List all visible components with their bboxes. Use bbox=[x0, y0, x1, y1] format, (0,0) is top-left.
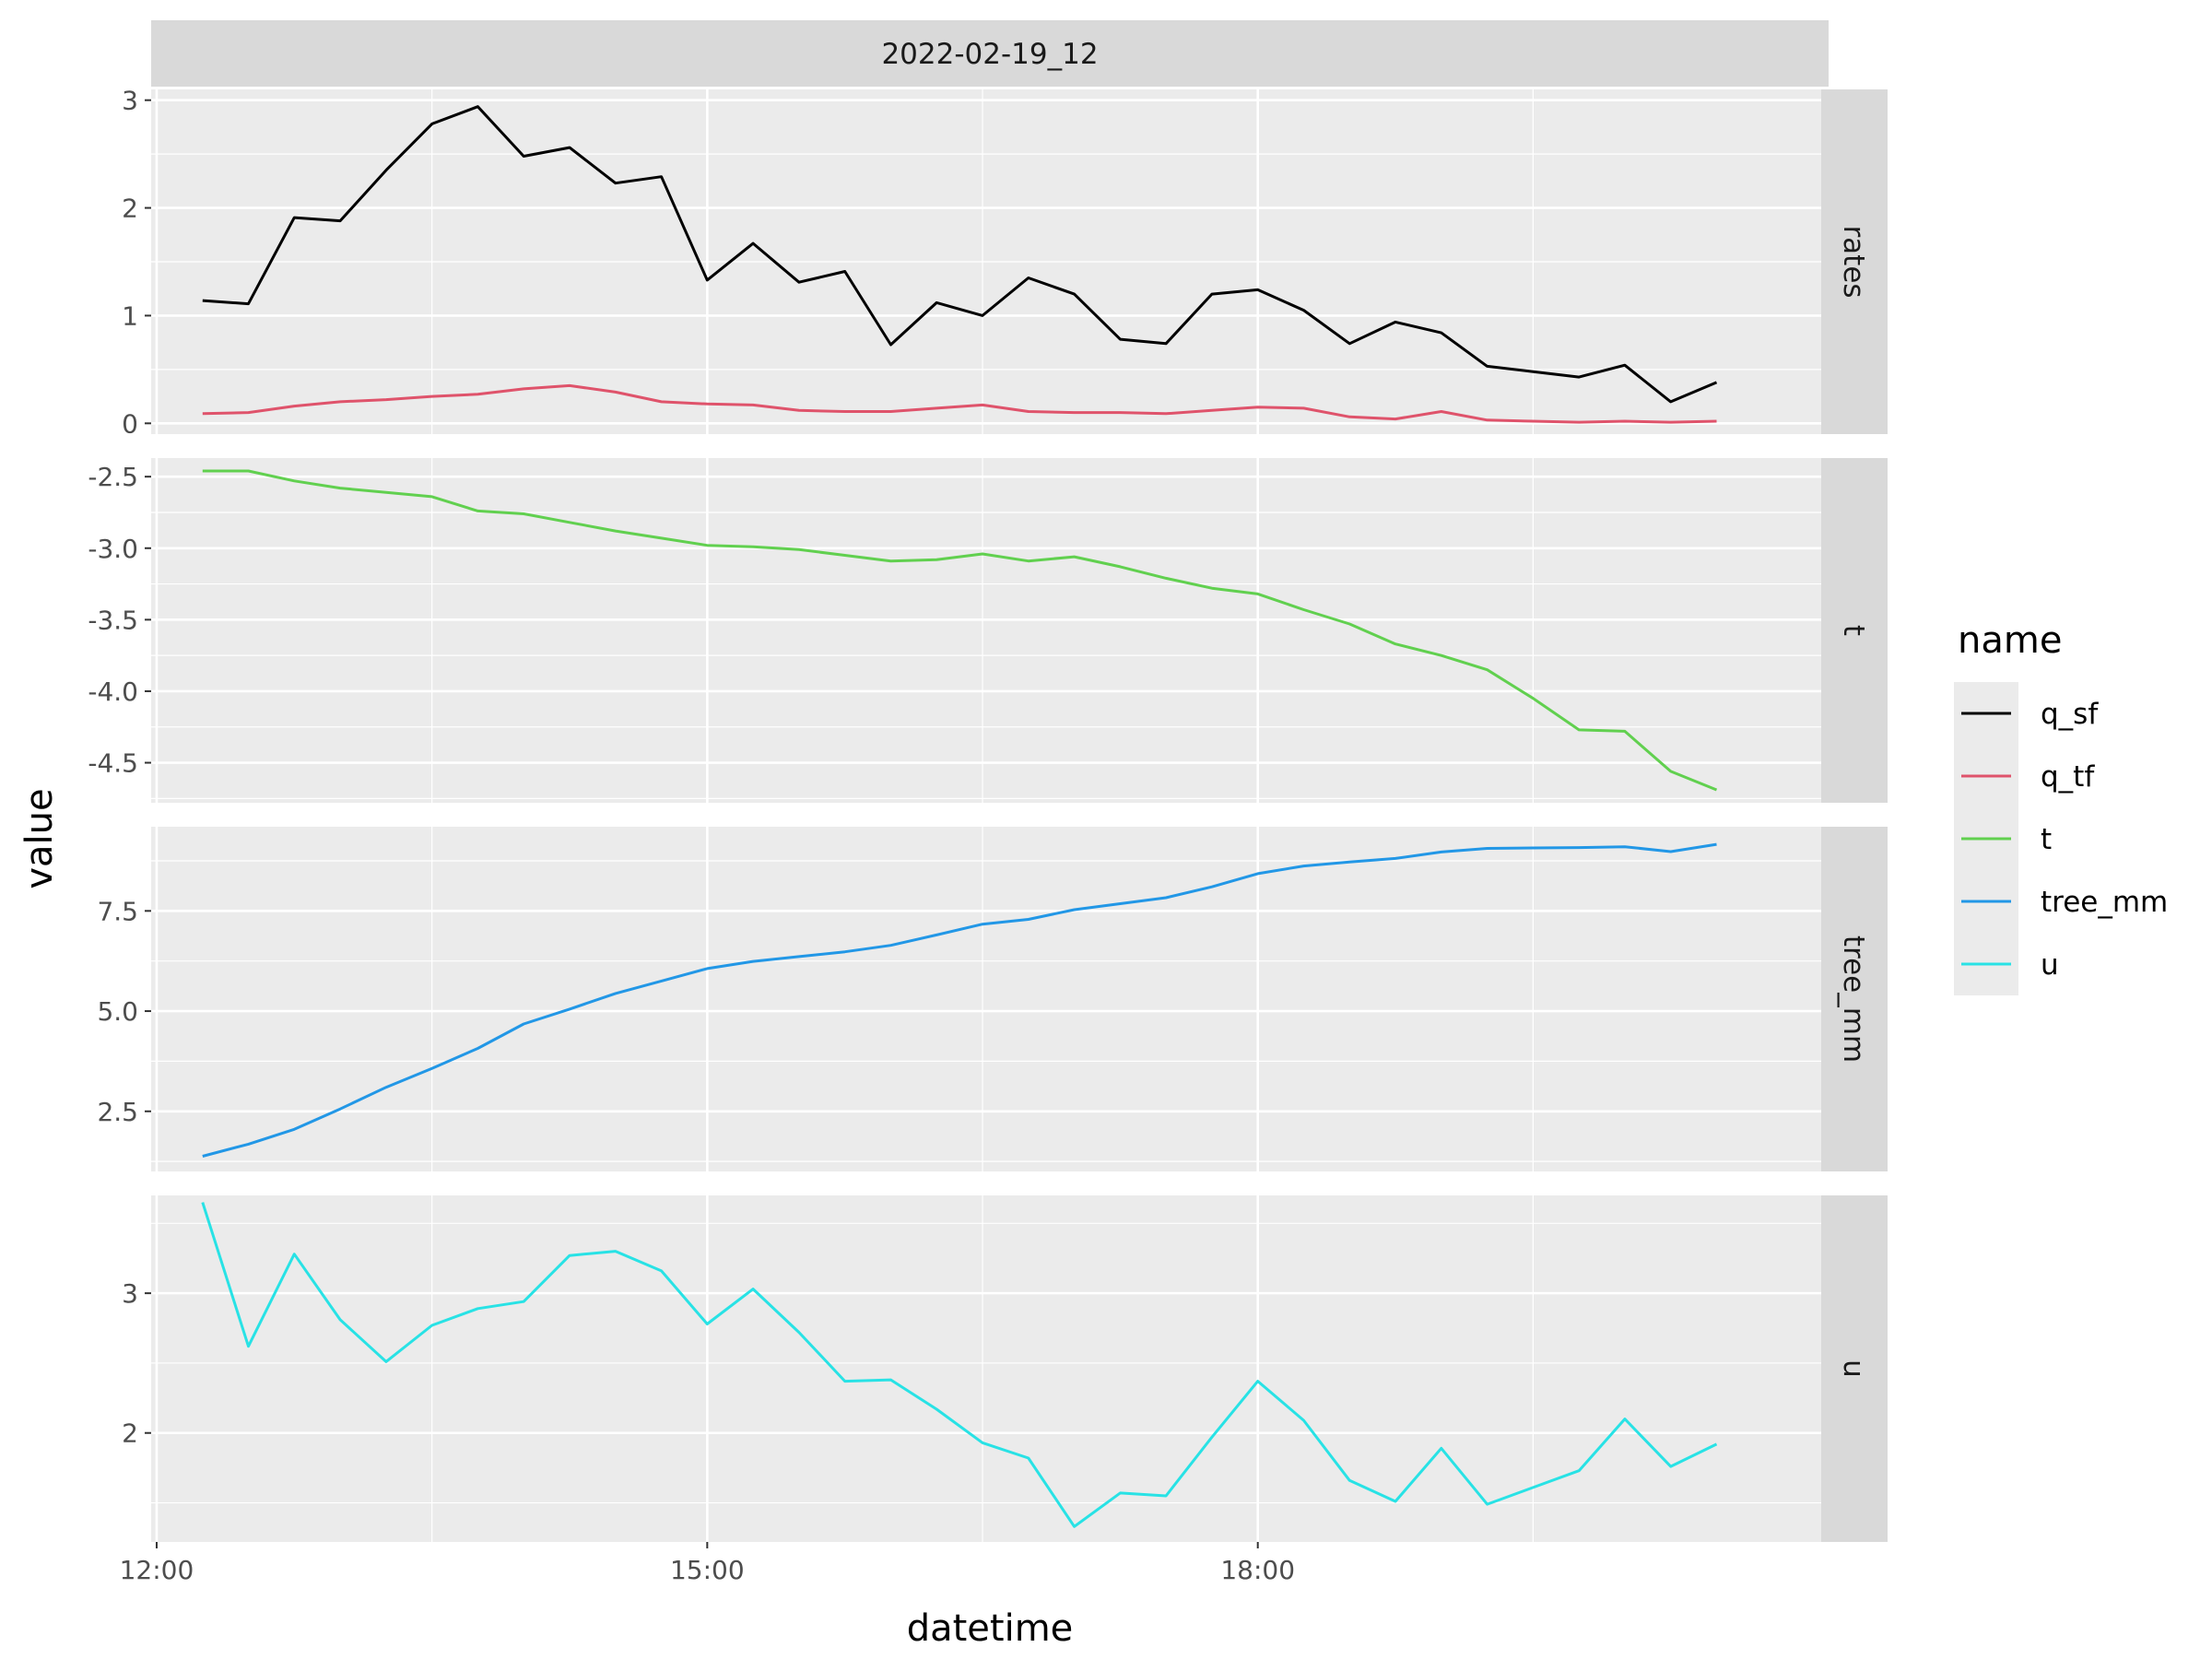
panel-t: -2.5 -3.0 -3.5 -4.0 -4.5 t bbox=[88, 458, 1888, 803]
series-line-t bbox=[202, 469, 1718, 792]
y-tick-label: -4.5 bbox=[88, 748, 138, 779]
panel-tree_mm: 2.5 5.0 7.5 tree_mm bbox=[97, 827, 1888, 1171]
panel-strip-label: rates bbox=[1837, 225, 1870, 298]
y-tick-label: 5.0 bbox=[97, 996, 138, 1027]
panel-strip-label: u bbox=[1837, 1359, 1870, 1378]
y-tick-label: -4.0 bbox=[88, 677, 138, 707]
panel-background bbox=[151, 458, 1821, 803]
legend-title: name bbox=[1958, 619, 2062, 662]
y-tick-label: -2.5 bbox=[88, 462, 138, 492]
facet-title: 2022-02-19_12 bbox=[881, 38, 1098, 71]
legend-label-t: t bbox=[2041, 823, 2052, 856]
y-axis-title: value bbox=[18, 788, 61, 888]
panel-background bbox=[151, 827, 1821, 1171]
y-tick-label: 3 bbox=[122, 86, 138, 116]
y-tick-label: 0 bbox=[122, 408, 138, 439]
legend-label-u: u bbox=[2041, 948, 2059, 982]
y-tick-label: -3.0 bbox=[88, 534, 138, 564]
panel-strip bbox=[1821, 89, 1888, 434]
y-tick-label: 2 bbox=[122, 194, 138, 224]
panel-rates: 0 1 2 3 rates bbox=[122, 86, 1888, 439]
x-tick-label: 12:00 bbox=[120, 1555, 194, 1585]
y-tick-label: 2.5 bbox=[97, 1097, 138, 1127]
y-tick-label: 2 bbox=[122, 1418, 138, 1449]
legend: name q_sf q_tft tree_mmu bbox=[1954, 619, 2168, 995]
facet-title-strip: 2022-02-19_12 bbox=[151, 20, 1829, 87]
x-tick-label: 18:00 bbox=[1220, 1555, 1295, 1585]
panel-strip-label: t bbox=[1837, 625, 1870, 636]
y-tick-label: -3.5 bbox=[88, 605, 138, 635]
legend-label-q_sf: q_sf bbox=[2041, 698, 2099, 731]
series-line-u bbox=[201, 1202, 1718, 1528]
series-line-tree_mm bbox=[202, 842, 1717, 1158]
panel-strip bbox=[1821, 827, 1888, 1171]
series-line-q_tf bbox=[202, 383, 1717, 424]
panel-strip bbox=[1821, 1195, 1888, 1542]
x-axis-title: datetime bbox=[907, 1607, 1074, 1650]
panel-u: 2 3 u bbox=[122, 1195, 1888, 1542]
panel-strip-label: tree_mm bbox=[1837, 935, 1870, 1063]
y-tick-label: 3 bbox=[122, 1278, 138, 1309]
y-tick-label: 1 bbox=[122, 300, 138, 331]
panels: 0 1 2 3 rates -2.5 -3.0 -3.5 -4.0 -4.5 t 2.5 5.0 7.5 t… bbox=[88, 86, 1888, 1542]
y-tick-label: 7.5 bbox=[97, 896, 138, 926]
legend-label-q_tf: q_tf bbox=[2041, 760, 2095, 794]
x-axis: 12:00 15:00 18:00 bbox=[120, 1542, 1295, 1585]
series-line-q_sf bbox=[202, 105, 1718, 404]
x-tick-label: 15:00 bbox=[670, 1555, 745, 1585]
legend-label-tree_mm: tree_mm bbox=[2041, 886, 2168, 919]
panel-strip bbox=[1821, 458, 1888, 803]
panel-background bbox=[151, 1195, 1821, 1542]
